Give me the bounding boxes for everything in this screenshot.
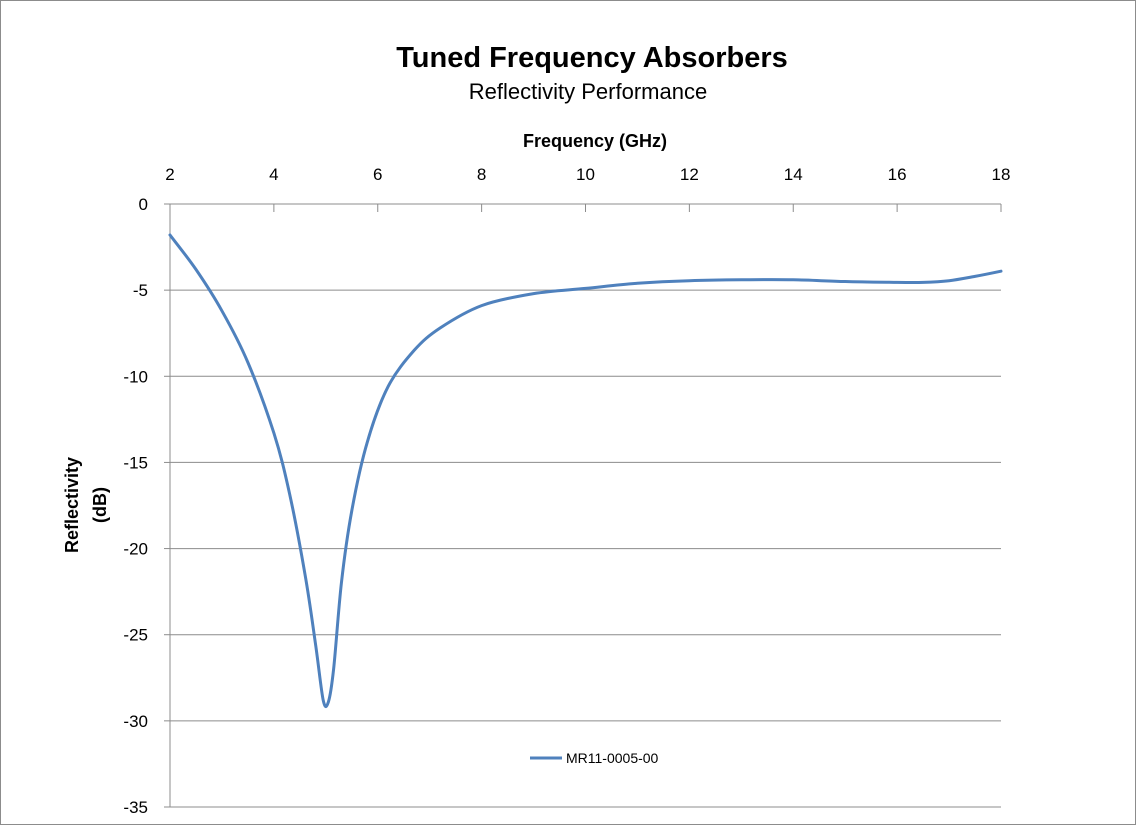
y-axis-title-line-1: Reflectivity — [62, 457, 82, 553]
x-tick-label: 18 — [992, 165, 1011, 184]
x-tick-label: 8 — [477, 165, 486, 184]
legend: MR11-0005-00 — [530, 750, 659, 766]
y-tick-label: -35 — [123, 798, 148, 817]
y-tick-label: -30 — [123, 712, 148, 731]
x-axis-title: Frequency (GHz) — [523, 131, 667, 151]
tick-labels: 0 -5 -10 -15 -20 -25 -30 -35 2 4 6 8 10 12 14 16 18 — [123, 165, 1010, 817]
x-tick-label: 12 — [680, 165, 699, 184]
x-tick-label: 14 — [784, 165, 803, 184]
y-axis-title-line-2: (dB) — [90, 487, 110, 523]
x-tick-label: 10 — [576, 165, 595, 184]
y-tick-label: -25 — [123, 626, 148, 645]
x-tick-label: 16 — [888, 165, 907, 184]
y-tick-label: -5 — [133, 281, 148, 300]
series-line-0 — [168, 233, 1003, 709]
axes — [164, 203, 1002, 808]
y-axis-title: Reflectivity (dB) — [62, 457, 110, 553]
y-tick-label: -10 — [123, 367, 148, 386]
x-tick-label: 2 — [165, 165, 174, 184]
y-tick-label: -20 — [123, 540, 148, 559]
series-layer — [168, 233, 1003, 709]
y-tick-label: 0 — [139, 195, 148, 214]
x-tick-label: 6 — [373, 165, 382, 184]
legend-label: MR11-0005-00 — [566, 750, 659, 766]
chart-title: Tuned Frequency Absorbers — [396, 42, 788, 74]
chart-subtitle: Reflectivity Performance — [469, 79, 707, 104]
gridlines — [170, 289, 1001, 808]
y-tick-label: -15 — [123, 453, 148, 472]
x-tick-label: 4 — [269, 165, 278, 184]
